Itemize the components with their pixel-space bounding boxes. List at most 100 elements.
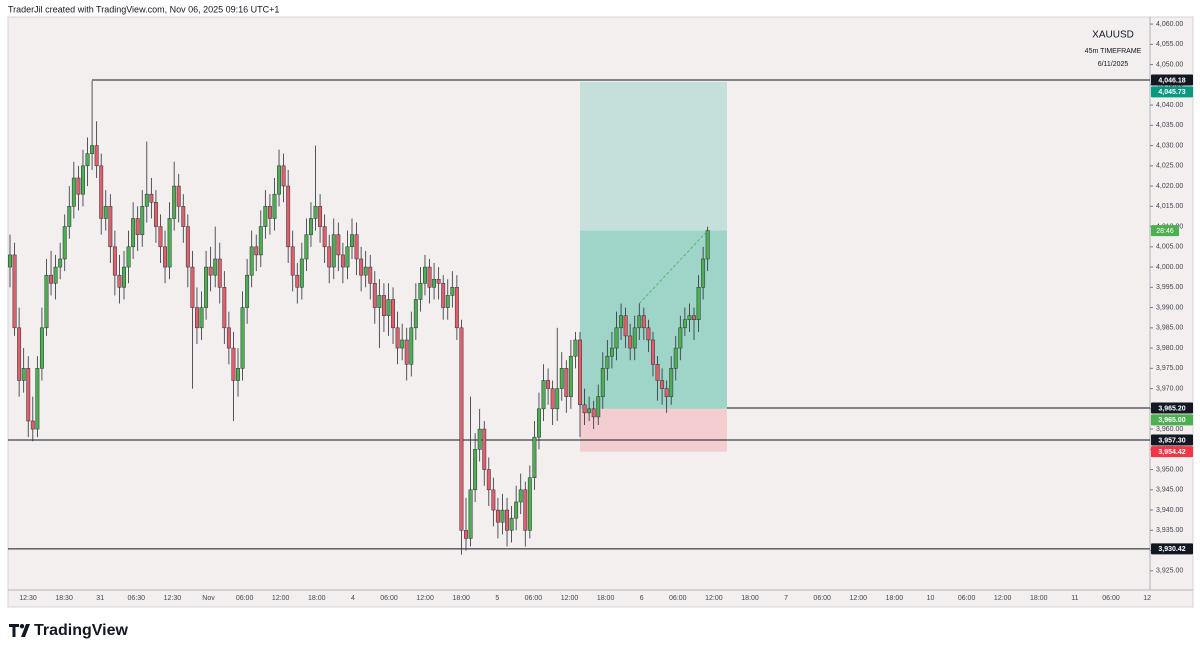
- candle-body: [441, 283, 446, 308]
- y-tick-label: 4,000.00: [1156, 264, 1183, 271]
- candle-body: [190, 266, 195, 308]
- candle-body: [126, 246, 131, 268]
- candle-body: [523, 489, 528, 531]
- candle-body: [696, 287, 701, 320]
- y-tick-label: 3,980.00: [1156, 345, 1183, 352]
- candle-body: [222, 287, 227, 329]
- candle-body: [687, 315, 692, 320]
- x-tick-label: 12: [1143, 595, 1151, 602]
- level-label-box: [1151, 434, 1193, 446]
- candle-body: [122, 266, 126, 288]
- y-tick-label: 4,020.00: [1156, 183, 1183, 190]
- candle-body: [304, 234, 309, 260]
- candle-body: [140, 206, 145, 235]
- x-tick-label: 06:00: [1102, 595, 1120, 602]
- candle-body: [678, 327, 683, 349]
- candle-body: [94, 145, 99, 167]
- candle-body: [391, 299, 395, 329]
- candle-body: [350, 234, 354, 248]
- candle-body: [381, 295, 386, 316]
- entry-label-box: [1151, 414, 1193, 426]
- candle-body: [163, 246, 167, 268]
- candle-body: [81, 165, 85, 195]
- candle-body: [21, 368, 26, 381]
- candle-body: [35, 368, 40, 430]
- x-tick-label: 12:00: [994, 595, 1012, 602]
- x-tick-label: 12:30: [19, 595, 37, 602]
- candle-body: [39, 327, 44, 369]
- header-text: TraderJil created with TradingView.com, …: [8, 4, 279, 14]
- x-tick-label: 18:00: [741, 595, 759, 602]
- candle-body: [477, 428, 482, 450]
- candle-body: [26, 368, 31, 422]
- x-tick-label: 31: [96, 595, 104, 602]
- candle-body: [436, 278, 441, 284]
- candle-body: [17, 327, 22, 381]
- x-tick-label: 06:00: [236, 595, 254, 602]
- candle-body: [482, 428, 487, 470]
- candle-body: [254, 246, 259, 256]
- candle-body: [281, 165, 286, 187]
- candle-body: [290, 246, 295, 276]
- candle-body: [505, 509, 509, 531]
- candle-body: [249, 246, 254, 276]
- candle-body: [135, 218, 140, 235]
- y-tick-label: 3,970.00: [1156, 385, 1183, 392]
- stop-zone: [580, 408, 727, 452]
- x-tick-label: 5: [495, 595, 499, 602]
- candle-body: [423, 266, 427, 284]
- candle-body: [464, 530, 468, 539]
- level-label-box: [1151, 543, 1193, 555]
- trend-dash: [638, 230, 708, 304]
- candle-body: [445, 295, 450, 308]
- candle-body: [459, 327, 464, 531]
- x-tick-label: 06:00: [525, 595, 543, 602]
- candle-body: [641, 315, 646, 329]
- candle-body: [578, 339, 582, 406]
- level-label: 3,957.30: [1158, 437, 1185, 444]
- y-tick-label: 3,995.00: [1156, 284, 1183, 291]
- logo-text: TradingView: [34, 622, 129, 639]
- x-tick-label: 18:00: [1030, 595, 1048, 602]
- candle-body: [99, 165, 104, 219]
- candle-body: [427, 266, 432, 288]
- x-tick-label: 06:00: [380, 595, 398, 602]
- x-tick-label: 06:00: [669, 595, 687, 602]
- candle-body: [322, 226, 327, 248]
- x-tick-label: 18:00: [308, 595, 326, 602]
- candle-body: [619, 315, 623, 329]
- candle-body: [208, 266, 213, 276]
- candle-body: [363, 266, 368, 276]
- x-tick-label: 06:30: [128, 595, 146, 602]
- entry-label: 3,965.00: [1158, 417, 1185, 424]
- y-tick-label: 3,975.00: [1156, 365, 1183, 372]
- candle-body: [537, 408, 541, 438]
- candle-body: [8, 254, 12, 268]
- candle-body: [632, 327, 637, 349]
- candle-body: [213, 258, 218, 276]
- candle-body: [600, 368, 605, 397]
- y-tick-label: 3,950.00: [1156, 466, 1183, 473]
- candle-body: [199, 307, 204, 329]
- candle-body: [486, 469, 491, 491]
- candle-body: [682, 319, 687, 329]
- candle-body: [258, 226, 263, 256]
- candle-body: [354, 234, 359, 260]
- candle-body: [299, 258, 304, 288]
- x-tick-label: 4: [351, 595, 355, 602]
- candle-body: [564, 368, 569, 397]
- candle-body: [605, 355, 610, 369]
- candle-body: [568, 355, 573, 397]
- target-label-box: [1151, 86, 1193, 98]
- countdown-box: [1151, 225, 1179, 237]
- candle-body: [386, 299, 391, 316]
- candle-body: [500, 509, 505, 523]
- x-tick-label: 6: [640, 595, 644, 602]
- candle-body: [144, 193, 149, 207]
- candle-body: [176, 185, 181, 207]
- candle-body: [277, 165, 281, 195]
- stop-label: 3,954.42: [1158, 449, 1185, 456]
- candle-body: [340, 254, 345, 268]
- candle-body: [527, 477, 532, 531]
